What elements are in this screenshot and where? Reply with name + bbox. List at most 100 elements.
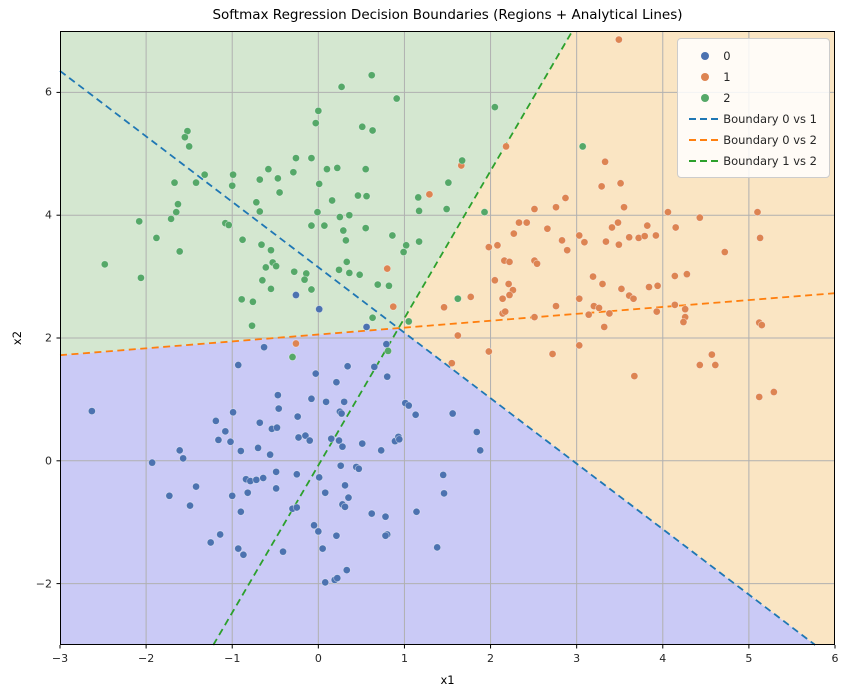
scatter-point-class-0 <box>322 397 331 406</box>
scatter-point-class-2 <box>267 246 275 255</box>
x-tick-label: 3 <box>573 652 581 665</box>
scatter-point-class-1 <box>291 339 300 348</box>
scatter-point-class-0 <box>206 538 215 547</box>
scatter-point-class-1 <box>575 341 584 350</box>
plot-area: 0 1 2 Boundary 0 vs 1 Boundary 0 vs 2 Boundar… <box>56 30 836 649</box>
scatter-point-class-2 <box>345 211 354 220</box>
scatter-point-class-0 <box>254 443 263 452</box>
scatter-point-class-1 <box>720 248 729 256</box>
scatter-point-class-2 <box>200 170 209 179</box>
scatter-point-class-0 <box>321 578 330 587</box>
scatter-point-class-1 <box>552 203 560 212</box>
scatter-point-class-0 <box>440 489 449 498</box>
scatter-point-class-2 <box>136 273 145 282</box>
scatter-point-class-0 <box>341 502 349 511</box>
scatter-point-class-2 <box>490 103 499 112</box>
scatter-point-class-0 <box>338 442 347 451</box>
scatter-point-class-1 <box>490 276 499 285</box>
scatter-point-class-0 <box>216 530 225 539</box>
scatter-point-class-2 <box>152 233 161 242</box>
scatter-point-class-0 <box>279 547 287 556</box>
scatter-point-class-1 <box>501 307 510 316</box>
scatter-point-class-1 <box>679 318 688 326</box>
scatter-point-class-2 <box>313 208 322 217</box>
scatter-point-class-1 <box>769 388 778 396</box>
scatter-point-class-0 <box>381 531 390 540</box>
scatter-point-class-2 <box>392 94 401 103</box>
legend-item-label: Boundary 0 vs 1 <box>723 111 817 126</box>
scatter-point-class-0 <box>411 410 420 419</box>
x-tick-label: 0 <box>314 652 322 665</box>
scatter-point-class-2 <box>384 346 393 355</box>
scatter-point-class-0 <box>226 437 235 446</box>
scatter-point-class-1 <box>753 208 762 217</box>
scatter-point-class-0 <box>354 464 363 473</box>
scatter-point-class-2 <box>362 192 371 201</box>
scatter-point-class-0 <box>314 527 323 536</box>
scatter-point-class-2 <box>273 174 282 183</box>
scatter-point-class-0 <box>327 434 336 443</box>
scatter-point-class-0 <box>344 493 353 502</box>
scatter-point-class-2 <box>252 198 261 207</box>
y-tick-label: 4 <box>45 208 52 222</box>
scatter-point-class-0 <box>340 397 349 406</box>
legend: 0 1 2 Boundary 0 vs 1 Boundary 0 vs 2 Boundar… <box>677 38 830 178</box>
scatter-point-class-2 <box>135 217 144 226</box>
legend-item: 1 <box>687 66 817 87</box>
scatter-point-class-0 <box>266 450 275 459</box>
scatter-point-class-0 <box>291 291 300 299</box>
scatter-point-class-1 <box>552 302 560 311</box>
scatter-point-class-0 <box>87 407 96 416</box>
scatter-point-class-2 <box>237 295 246 304</box>
scatter-point-class-1 <box>643 221 652 230</box>
scatter-point-class-0 <box>395 435 404 444</box>
scatter-point-class-2 <box>264 165 273 174</box>
x-tick-label: 6 <box>831 652 839 665</box>
scatter-point-class-0 <box>336 461 345 470</box>
x-tick-label: −3 <box>51 652 69 665</box>
scatter-point-class-2 <box>289 168 298 177</box>
scatter-point-class-2 <box>322 165 331 174</box>
scatter-point-class-2 <box>175 247 184 256</box>
scatter-point-class-1 <box>504 280 513 288</box>
scatter-point-class-2 <box>170 178 179 187</box>
scatter-point-class-0 <box>236 507 245 516</box>
scatter-point-class-2 <box>367 71 376 80</box>
legend-item-label: Boundary 1 vs 2 <box>723 153 817 168</box>
scatter-point-class-2 <box>300 275 309 284</box>
scatter-point-class-0 <box>175 446 184 455</box>
scatter-point-class-0 <box>234 361 243 369</box>
scatter-point-class-0 <box>321 488 330 497</box>
scatter-point-class-0 <box>439 470 448 479</box>
legend-item-label: 0 <box>723 48 731 63</box>
scatter-point-class-2 <box>355 270 364 279</box>
scatter-point-class-1 <box>625 233 634 242</box>
scatter-point-class-1 <box>383 264 392 273</box>
scatter-point-class-1 <box>614 218 622 227</box>
region-class-2 <box>60 31 573 356</box>
scatter-point-class-1 <box>695 361 704 369</box>
scatter-point-class-2 <box>453 294 462 303</box>
x-tick-label: 4 <box>659 652 667 665</box>
scatter-point-class-2 <box>288 353 297 361</box>
scatter-point-class-2 <box>248 321 256 330</box>
scatter-point-class-2 <box>229 170 238 179</box>
scatter-point-class-0 <box>294 433 303 442</box>
scatter-point-class-0 <box>211 416 220 425</box>
scatter-point-class-2 <box>307 154 316 163</box>
scatter-point-class-1 <box>484 347 493 356</box>
scatter-point-class-0 <box>273 391 282 400</box>
scatter-point-class-2 <box>255 207 264 216</box>
scatter-point-class-0 <box>165 491 174 500</box>
scatter-point-class-0 <box>148 458 157 467</box>
scatter-point-class-0 <box>404 401 413 410</box>
scatter-point-class-0 <box>377 446 386 455</box>
scatter-point-class-1 <box>558 236 566 245</box>
scatter-point-class-2 <box>228 181 237 190</box>
scatter-point-class-2 <box>290 267 299 276</box>
scatter-point-class-1 <box>629 294 638 303</box>
scatter-point-class-0 <box>370 362 379 371</box>
legend-dashed-line-icon <box>687 113 723 125</box>
scatter-point-class-0 <box>383 372 392 381</box>
scatter-point-class-0 <box>367 509 376 518</box>
